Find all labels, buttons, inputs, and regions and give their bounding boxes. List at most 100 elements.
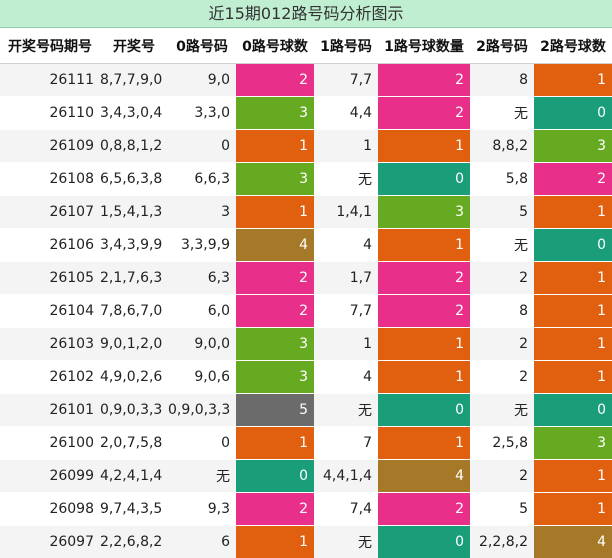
cell-route0-numbers: 3 (168, 196, 236, 229)
cell-route2-numbers: 2 (470, 460, 534, 493)
cell-issue: 26104 (0, 295, 100, 328)
cell-number: 4,2,4,1,4 (100, 460, 168, 493)
cell-route1-count: 1 (378, 427, 470, 460)
cell-route1-count: 2 (378, 493, 470, 526)
header-number: 开奖号 (100, 28, 168, 64)
header-route0-count: 0路号球数 (236, 28, 314, 64)
cell-route1-count: 0 (378, 526, 470, 558)
cell-route1-numbers: 7,4 (314, 493, 378, 526)
cell-route2-count: 0 (534, 229, 612, 262)
header-issue: 开奖号码期号 (0, 28, 100, 64)
cell-route0-numbers: 无 (168, 460, 236, 493)
cell-route0-numbers: 6,3 (168, 262, 236, 295)
cell-route2-count: 1 (534, 196, 612, 229)
cell-number: 6,5,6,3,8 (100, 163, 168, 196)
cell-route2-numbers: 无 (470, 394, 534, 427)
header-route1-numbers: 1路号码 (314, 28, 378, 64)
cell-number: 3,4,3,0,4 (100, 97, 168, 130)
cell-route0-numbers: 6 (168, 526, 236, 558)
cell-route0-count: 2 (236, 493, 314, 526)
cell-route1-numbers: 4,4 (314, 97, 378, 130)
cell-route2-numbers: 5,8 (470, 163, 534, 196)
cell-number: 3,4,3,9,9 (100, 229, 168, 262)
cell-route0-numbers: 0 (168, 130, 236, 163)
cell-issue: 26109 (0, 130, 100, 163)
cell-route0-count: 2 (236, 295, 314, 328)
cell-route0-numbers: 9,0,0 (168, 328, 236, 361)
cell-route0-count: 4 (236, 229, 314, 262)
cell-route1-numbers: 7 (314, 427, 378, 460)
cell-route0-numbers: 6,6,3 (168, 163, 236, 196)
cell-route2-numbers: 8,8,2 (470, 130, 534, 163)
cell-route0-count: 2 (236, 64, 314, 97)
cell-route1-numbers: 4 (314, 229, 378, 262)
cell-route0-count: 3 (236, 97, 314, 130)
cell-route1-numbers: 4,4,1,4 (314, 460, 378, 493)
cell-route2-numbers: 2 (470, 361, 534, 394)
cell-route1-numbers: 1 (314, 130, 378, 163)
analysis-table: 开奖号码期号 开奖号 0路号码 0路号球数 1路号码 1路号球数量 2路号码 2… (0, 28, 612, 558)
cell-route1-numbers: 无 (314, 163, 378, 196)
cell-number: 9,0,1,2,0 (100, 328, 168, 361)
cell-route0-count: 3 (236, 163, 314, 196)
cell-issue: 26103 (0, 328, 100, 361)
cell-route2-count: 3 (534, 130, 612, 163)
cell-route2-count: 3 (534, 427, 612, 460)
cell-route1-count: 2 (378, 64, 470, 97)
cell-route2-count: 1 (534, 460, 612, 493)
cell-route0-numbers: 9,0 (168, 64, 236, 97)
cell-route1-count: 1 (378, 361, 470, 394)
cell-route1-count: 2 (378, 262, 470, 295)
cell-route0-numbers: 9,3 (168, 493, 236, 526)
cell-number: 2,0,7,5,8 (100, 427, 168, 460)
cell-route2-numbers: 2 (470, 262, 534, 295)
cell-issue: 26110 (0, 97, 100, 130)
cell-number: 7,8,6,7,0 (100, 295, 168, 328)
cell-issue: 26099 (0, 460, 100, 493)
cell-route0-count: 1 (236, 196, 314, 229)
cell-route1-count: 2 (378, 97, 470, 130)
cell-issue: 26100 (0, 427, 100, 460)
cell-route1-count: 2 (378, 295, 470, 328)
cell-route2-count: 1 (534, 64, 612, 97)
cell-route1-count: 0 (378, 163, 470, 196)
cell-issue: 26106 (0, 229, 100, 262)
table-title: 近15期012路号码分析图示 (0, 0, 612, 28)
cell-number: 2,1,7,6,3 (100, 262, 168, 295)
header-route1-count: 1路号球数量 (378, 28, 470, 64)
cell-route2-count: 0 (534, 97, 612, 130)
cell-route1-numbers: 1,4,1 (314, 196, 378, 229)
cell-route2-numbers: 5 (470, 196, 534, 229)
cell-route0-count: 1 (236, 526, 314, 558)
cell-route2-numbers: 无 (470, 229, 534, 262)
cell-number: 8,7,7,9,0 (100, 64, 168, 97)
cell-number: 0,8,8,1,2 (100, 130, 168, 163)
header-row: 开奖号码期号 开奖号 0路号码 0路号球数 1路号码 1路号球数量 2路号码 2… (0, 28, 612, 64)
cell-route0-count: 1 (236, 130, 314, 163)
cell-route2-numbers: 2,2,8,2 (470, 526, 534, 558)
cell-route2-numbers: 8 (470, 64, 534, 97)
cell-route0-numbers: 3,3,9,9 (168, 229, 236, 262)
cell-route1-numbers: 1,7 (314, 262, 378, 295)
cell-route1-count: 4 (378, 460, 470, 493)
cell-route2-numbers: 8 (470, 295, 534, 328)
cell-route0-count: 1 (236, 427, 314, 460)
cell-route2-count: 1 (534, 295, 612, 328)
header-route2-count: 2路号球数 (534, 28, 612, 64)
cell-route0-count: 3 (236, 328, 314, 361)
cell-number: 9,7,4,3,5 (100, 493, 168, 526)
cell-issue: 26098 (0, 493, 100, 526)
cell-issue: 26111 (0, 64, 100, 97)
cell-route2-count: 2 (534, 163, 612, 196)
cell-issue: 26105 (0, 262, 100, 295)
cell-route1-count: 1 (378, 229, 470, 262)
cell-route2-numbers: 2,5,8 (470, 427, 534, 460)
